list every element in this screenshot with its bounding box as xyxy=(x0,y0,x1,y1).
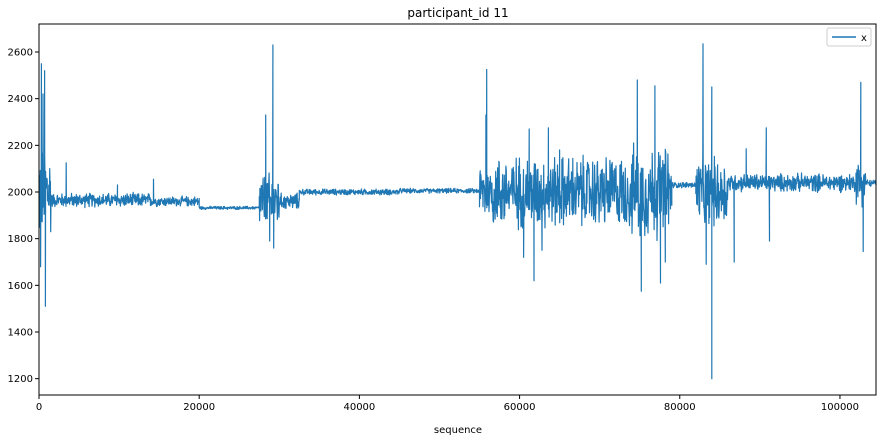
plot-frame xyxy=(39,24,876,395)
x-tick-label: 20000 xyxy=(183,402,215,413)
x-axis-label: sequence xyxy=(434,425,482,436)
y-tick-label: 2200 xyxy=(8,141,33,152)
x-tick-label: 0 xyxy=(36,402,42,413)
x-tick-label: 100000 xyxy=(821,402,859,413)
y-tick-label: 1600 xyxy=(8,281,33,292)
y-tick-label: 1400 xyxy=(8,328,33,339)
y-tick-label: 2400 xyxy=(8,94,33,105)
legend-label-x: x xyxy=(861,33,867,44)
y-tick-label: 1200 xyxy=(8,374,33,385)
x-axis: 0 20000 40000 60000 80000 100000 xyxy=(36,395,859,413)
y-axis: 1200 1400 1600 1800 2000 2200 2400 2600 xyxy=(8,48,39,385)
y-tick-label: 2000 xyxy=(8,188,33,199)
chart-title: participant_id 11 xyxy=(407,6,508,20)
series-line-x xyxy=(38,43,877,380)
x-tick-label: 40000 xyxy=(343,402,375,413)
y-tick-label: 1800 xyxy=(8,234,33,245)
y-tick-label: 2600 xyxy=(8,48,33,59)
series-layer xyxy=(38,43,877,380)
x-tick-label: 80000 xyxy=(664,402,696,413)
plot-area xyxy=(38,23,877,396)
plot-border xyxy=(38,23,877,396)
legend: x xyxy=(826,27,872,47)
x-tick-label: 60000 xyxy=(504,402,536,413)
